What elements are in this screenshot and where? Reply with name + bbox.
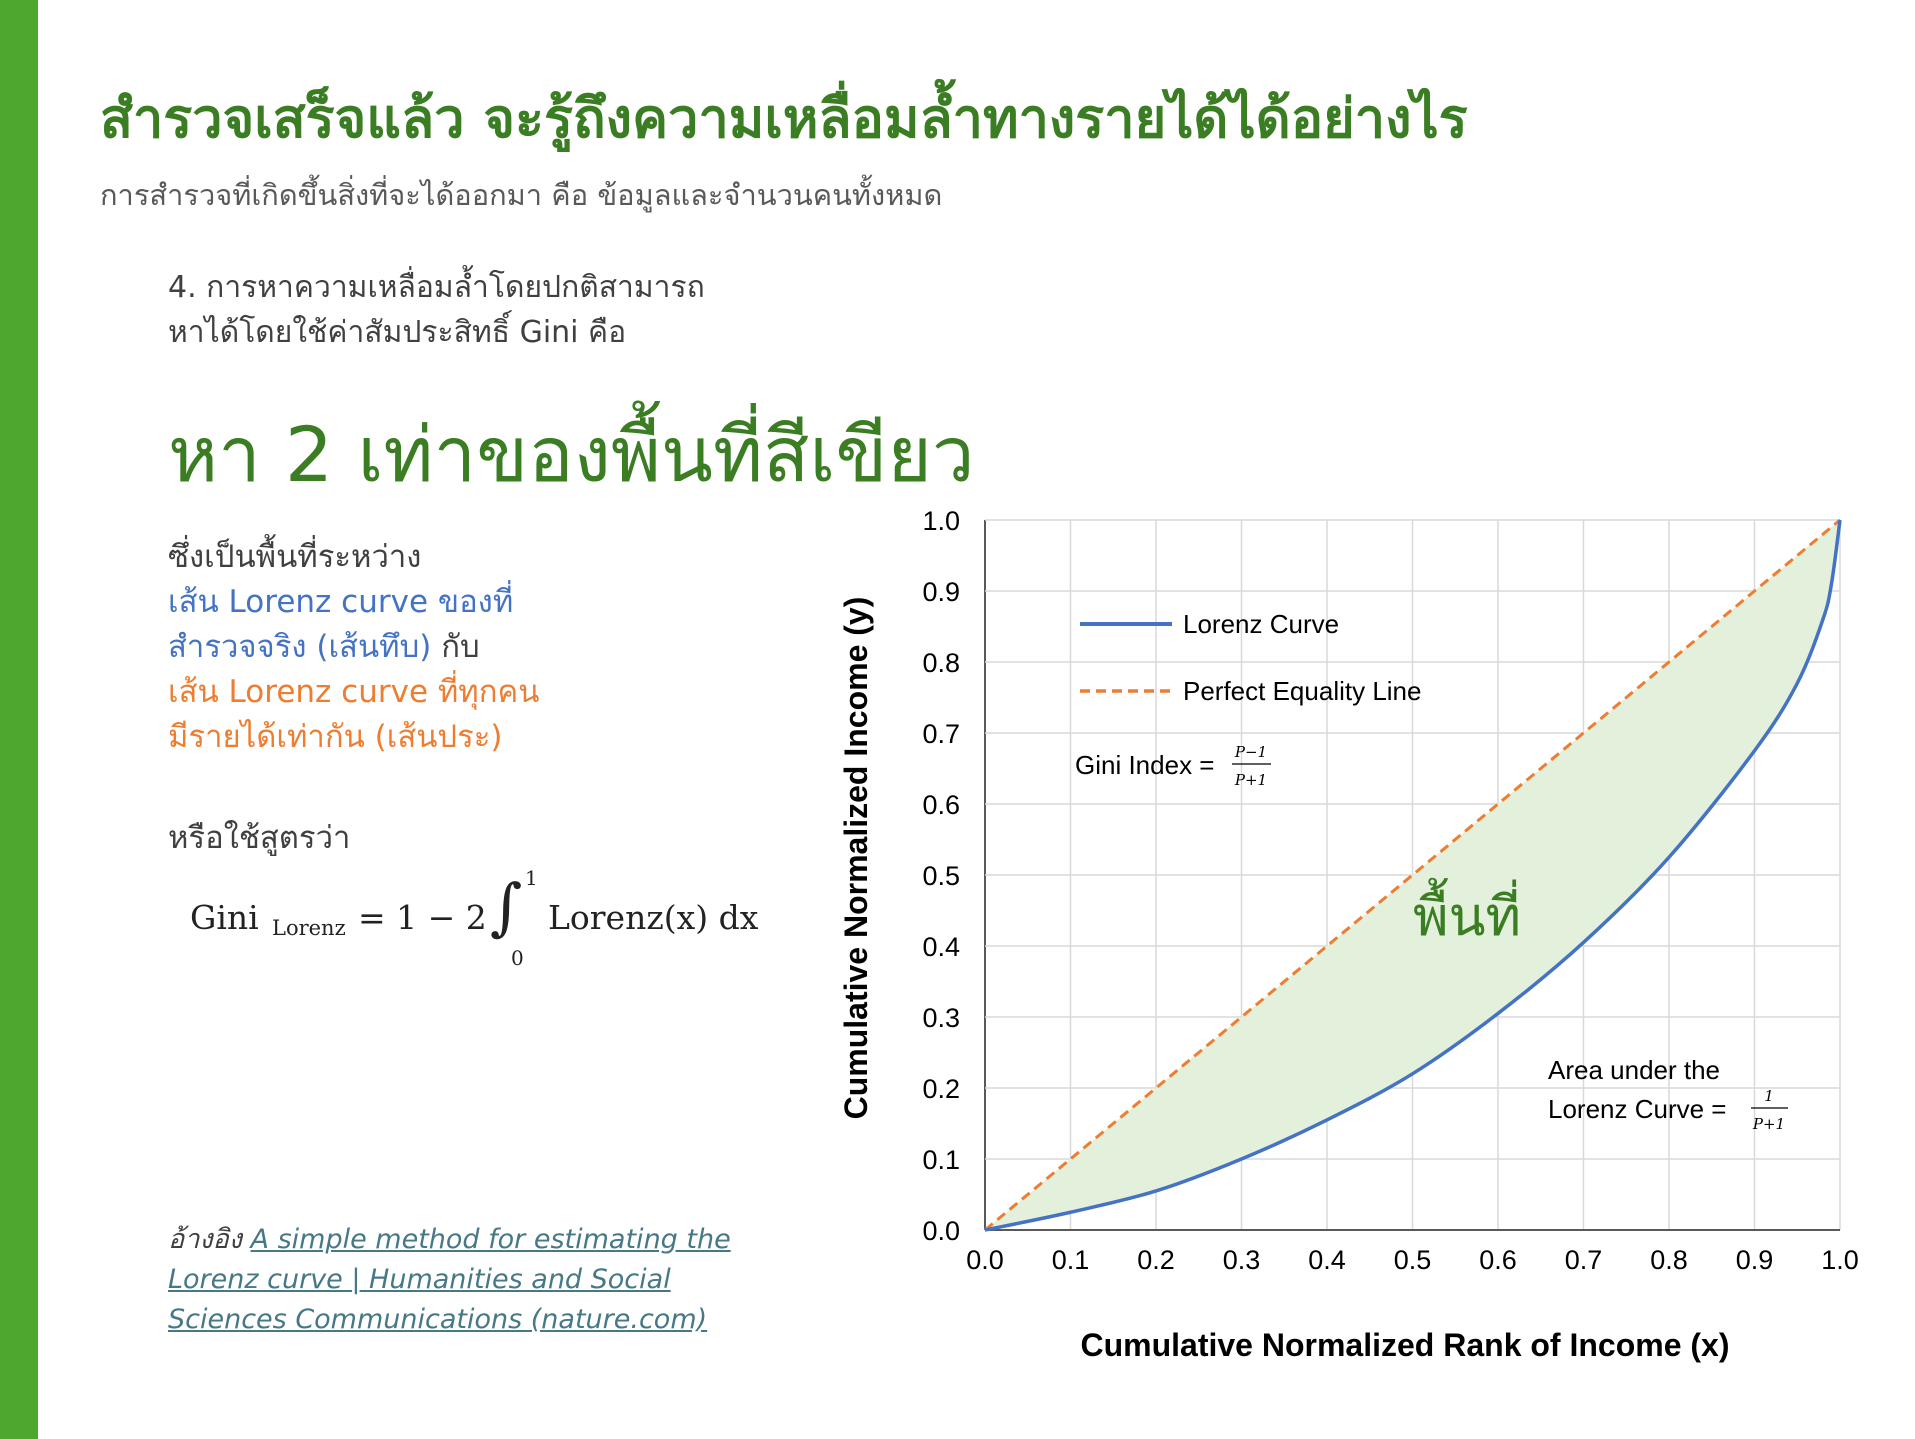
x-tick-label: 0.6 [1479, 1245, 1517, 1275]
lorenz-curve-line [984, 519, 1842, 1232]
desc-line-3-blue: สำรวจจริง (เส้นทึบ) [168, 629, 432, 665]
formula-body: Lorenz(x) dx [548, 898, 759, 937]
legend-lorenz-label: Lorenz Curve [1183, 609, 1339, 639]
x-tick-label: 0.3 [1223, 1245, 1261, 1275]
legend-equality-label: Perfect Equality Line [1183, 676, 1421, 706]
gini-denominator: P+1 [1234, 771, 1267, 789]
desc-line-1: ซึ่งเป็นพื้นที่ระหว่าง [168, 539, 422, 575]
point-text: 4. การหาความเหลื่อมล้ำโดยปกติสามารถ หาได… [168, 265, 705, 355]
y-tick-label: 0.0 [922, 1216, 960, 1246]
y-tick-label: 0.5 [922, 861, 960, 891]
reference-prefix: อ้างอิง [168, 1224, 251, 1255]
y-axis-title: Cumulative Normalized Income (y) [838, 597, 874, 1120]
formula-lhs: Gini [190, 898, 259, 937]
headline: หา 2 เท่าของพื้นที่สีเขียว [168, 410, 975, 499]
area-label-line-2: Lorenz Curve = [1548, 1094, 1726, 1124]
x-tick-label: 0.0 [966, 1245, 1004, 1275]
formula-integral: ∫ [490, 870, 523, 943]
point-line-2: หาได้โดยใช้ค่าสัมประสิทธิ์ Gini คือ [168, 315, 627, 350]
desc-line-3: สำรวจจริง (เส้นทึบ) กับ [168, 625, 539, 670]
desc-line-3-rest: กับ [431, 629, 480, 665]
desc-line-5: มีรายได้เท่ากัน (เส้นประ) [168, 719, 503, 755]
x-tick-label: 0.8 [1650, 1245, 1688, 1275]
y-tick-label: 0.4 [922, 932, 960, 962]
desc-line-2: เส้น Lorenz curve ของที่ [168, 584, 514, 620]
formula-lower-limit: 0 [511, 946, 524, 970]
y-tick-label: 1.0 [922, 506, 960, 536]
formula-lhs-sub: Lorenz [272, 916, 346, 940]
gini-numerator: P−1 [1234, 743, 1267, 761]
point-line-1: 4. การหาความเหลื่อมล้ำโดยปกติสามารถ [168, 270, 705, 305]
chart-ticks: 0.0 0.1 0.2 0.3 0.4 0.5 0.6 0.7 0.8 0.9 1.0 0.0 0.1 0… [922, 506, 1858, 1275]
area-numerator: 1 [1764, 1087, 1774, 1105]
perfect-equality-line [984, 518, 1841, 1232]
x-axis-title: Cumulative Normalized Rank of Income (x) [1080, 1327, 1729, 1363]
x-tick-label: 0.1 [1052, 1245, 1090, 1275]
formula-upper-limit: 1 [525, 866, 538, 890]
y-tick-label: 0.9 [922, 577, 960, 607]
x-tick-label: 0.9 [1736, 1245, 1774, 1275]
slide-subtitle: การสำรวจที่เกิดขึ้นสิ่งที่จะได้ออกมา คือ… [100, 178, 943, 212]
formula-eq: = 1 − 2 [358, 898, 487, 937]
area-denominator: P+1 [1752, 1115, 1785, 1133]
accent-side-bar [0, 0, 38, 1439]
y-tick-label: 0.1 [922, 1145, 960, 1175]
slide-title: สำรวจเสร็จแล้ว จะรู้ถึงความเหลื่อมล้ำทาง… [100, 87, 1468, 150]
x-tick-label: 0.4 [1308, 1245, 1346, 1275]
description: ซึ่งเป็นพื้นที่ระหว่าง เส้น Lorenz curve… [168, 535, 539, 760]
area-fill-label: พื้นที่ [1413, 878, 1521, 948]
x-tick-label: 0.7 [1565, 1245, 1603, 1275]
area-label-line-1: Area under the [1548, 1055, 1720, 1085]
x-tick-label: 1.0 [1821, 1245, 1859, 1275]
y-tick-label: 0.2 [922, 1074, 960, 1104]
formula-label: หรือใช้สูตรว่า [168, 820, 351, 856]
desc-line-4: เส้น Lorenz curve ที่ทุกคน [168, 674, 540, 710]
y-tick-label: 0.8 [922, 648, 960, 678]
gini-index-label: Gini Index = [1075, 750, 1214, 780]
reference: อ้างอิง A simple method for estimating t… [168, 1220, 758, 1340]
y-tick-label: 0.7 [922, 719, 960, 749]
y-tick-label: 0.6 [922, 790, 960, 820]
x-tick-label: 0.5 [1394, 1245, 1432, 1275]
y-tick-label: 0.3 [922, 1003, 960, 1033]
x-tick-label: 0.2 [1137, 1245, 1175, 1275]
reference-link[interactable]: A simple method for estimating the Loren… [168, 1224, 731, 1335]
